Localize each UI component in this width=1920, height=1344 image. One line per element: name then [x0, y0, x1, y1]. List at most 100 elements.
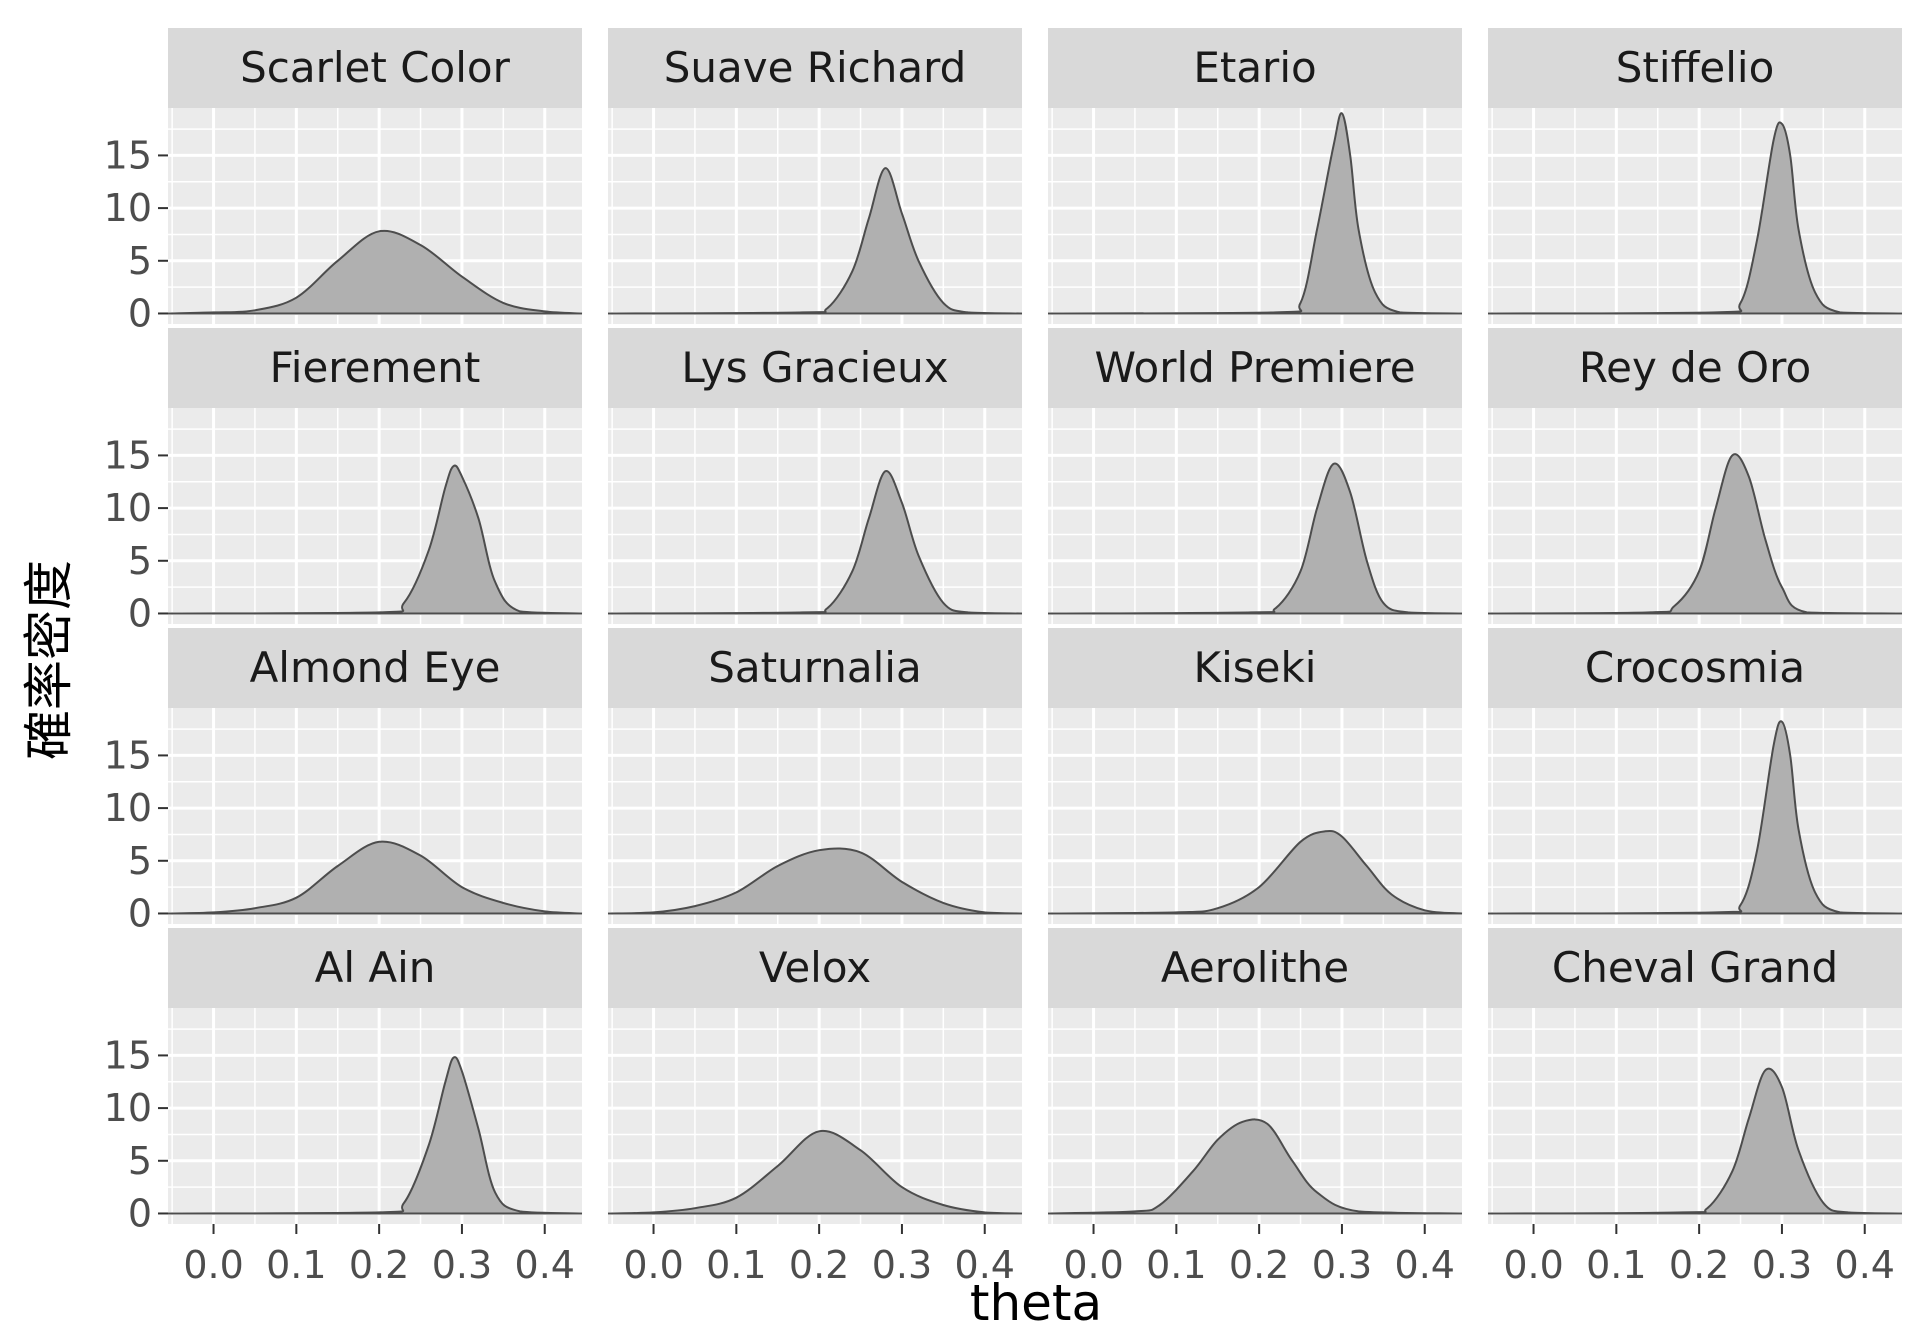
panel-background	[1048, 108, 1462, 324]
panel-background	[1048, 708, 1462, 924]
y-tick-label: 5	[128, 239, 152, 283]
facet-strip	[1488, 628, 1902, 708]
facet-label: Crocosmia	[1585, 643, 1805, 692]
facet-strip	[1048, 628, 1462, 708]
x-tick-label: 0.2	[1229, 1243, 1289, 1287]
x-axis-title: theta	[970, 1274, 1102, 1332]
panel-background	[1048, 408, 1462, 624]
facet-strip	[168, 28, 582, 108]
x-tick-label: 0.1	[706, 1243, 766, 1287]
facet-strip	[608, 328, 1022, 408]
facet-label: World Premiere	[1094, 343, 1415, 392]
facet-strip	[1048, 928, 1462, 1008]
y-tick-label: 0	[128, 591, 152, 635]
facet-panel: Al Ain 0 5 10 15	[104, 928, 583, 1235]
facet-strip	[1488, 28, 1902, 108]
panel-background	[1488, 708, 1902, 924]
panel-background	[1488, 108, 1902, 324]
facet-label: Almond Eye	[250, 643, 501, 692]
facet-panel: Velox	[607, 928, 1023, 1224]
density-curve	[167, 1056, 583, 1215]
facet-strip	[1048, 28, 1462, 108]
density-curve	[1047, 829, 1463, 915]
facet-panel: Fierement 0 5 10 15	[104, 328, 583, 635]
y-tick-label: 5	[128, 1139, 152, 1183]
facet-strip	[168, 628, 582, 708]
density-curve	[167, 840, 583, 915]
facet-strip	[168, 328, 582, 408]
facet-panel: World Premiere	[1047, 328, 1463, 624]
facet-panel: Cheval Grand	[1487, 928, 1903, 1224]
x-tick-label: 0.2	[1669, 1243, 1729, 1287]
facet-label: Saturnalia	[708, 643, 921, 692]
y-tick-label: 10	[104, 786, 152, 830]
density-curve	[1487, 1067, 1903, 1215]
facet-panel: Crocosmia	[1487, 628, 1903, 924]
y-tick-label: 0	[128, 891, 152, 935]
x-tick-label: 0.3	[1752, 1243, 1812, 1287]
facet-strip	[1048, 328, 1462, 408]
facet-panel: Almond Eye 0 5 10 15	[104, 628, 583, 935]
y-tick-label: 10	[104, 486, 152, 530]
facet-label: Kiseki	[1194, 643, 1317, 692]
facet-strip	[168, 928, 582, 1008]
x-tick-label: 0.3	[432, 1243, 492, 1287]
density-curve	[1047, 112, 1463, 315]
x-tick-label: 0.2	[789, 1243, 849, 1287]
density-curve	[167, 464, 583, 615]
facet-strip	[1488, 928, 1902, 1008]
density-curve	[167, 229, 583, 315]
y-axis-title: 確率密度	[20, 560, 78, 760]
y-tick-label: 5	[128, 539, 152, 583]
density-curve	[1487, 121, 1903, 315]
y-tick-label: 10	[104, 1086, 152, 1130]
x-tick-label: 0.4	[515, 1243, 575, 1287]
facet-label: Aerolithe	[1161, 943, 1349, 992]
facet-label: Lys Gracieux	[681, 343, 948, 392]
x-tick-label: 0.3	[872, 1243, 932, 1287]
x-tick-label: 0.1	[1586, 1243, 1646, 1287]
y-tick-label: 15	[104, 733, 152, 777]
facet-panel: Suave Richard	[607, 28, 1023, 324]
facet-strip	[608, 928, 1022, 1008]
facet-label: Suave Richard	[664, 43, 967, 92]
x-axes: 0.0 0.1 0.2 0.3 0.4 0.0 0.1 0.2 0.3 0.4 0.0 0.1 0.2 0…	[183, 1224, 1895, 1287]
y-tick-label: 15	[104, 1033, 152, 1077]
facet-panel: Stiffelio	[1487, 28, 1903, 324]
facet-panel: Saturnalia	[607, 628, 1023, 924]
y-tick-label: 0	[128, 1191, 152, 1235]
facet-panel: Kiseki	[1047, 628, 1463, 924]
x-tick-label: 0.3	[1312, 1243, 1372, 1287]
density-curve	[607, 1129, 1023, 1215]
x-tick-label: 0.0	[1503, 1243, 1563, 1287]
y-tick-label: 5	[128, 839, 152, 883]
density-curve	[607, 847, 1023, 915]
x-tick-label: 0.4	[1835, 1243, 1895, 1287]
x-tick-label: 0.0	[183, 1243, 243, 1287]
facet-panel: Rey de Oro	[1487, 328, 1903, 624]
density-curve	[1487, 453, 1903, 615]
y-tick-label: 15	[104, 433, 152, 477]
x-tick-label: 0.2	[349, 1243, 409, 1287]
y-tick-label: 0	[128, 291, 152, 335]
x-tick-label: 0.4	[955, 1243, 1015, 1287]
x-tick-label: 0.4	[1395, 1243, 1455, 1287]
facet-label: Stiffelio	[1616, 43, 1775, 92]
y-tick-label: 15	[104, 133, 152, 177]
x-tick-label: 0.1	[1146, 1243, 1206, 1287]
facet-panel: Aerolithe	[1047, 928, 1463, 1224]
density-curve	[1487, 720, 1903, 915]
panel-background	[608, 108, 1022, 324]
facet-label: Al Ain	[315, 943, 436, 992]
panel-background	[608, 408, 1022, 624]
facet-strip	[608, 28, 1022, 108]
facet-label: Etario	[1193, 43, 1316, 92]
density-curve	[607, 470, 1023, 615]
facet-strip	[608, 628, 1022, 708]
facet-label: Fierement	[270, 343, 481, 392]
facet-label: Rey de Oro	[1579, 343, 1811, 392]
panel-background	[168, 408, 582, 624]
density-curve	[1047, 1118, 1463, 1215]
y-tick-label: 10	[104, 186, 152, 230]
